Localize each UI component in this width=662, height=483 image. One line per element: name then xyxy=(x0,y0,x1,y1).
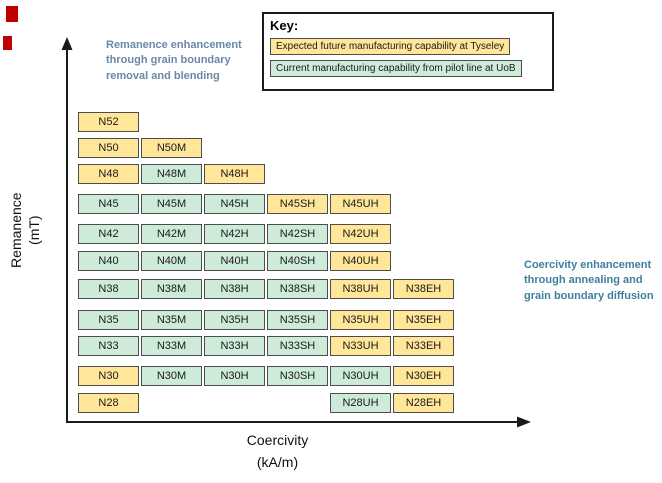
grade-box-n33uh: N33UH xyxy=(330,336,391,356)
legend-item-current: Current manufacturing capability from pi… xyxy=(270,60,522,77)
grade-box-n38: N38 xyxy=(78,279,139,299)
grade-box-n35h: N35H xyxy=(204,310,265,330)
grade-box-n30eh: N30EH xyxy=(393,366,454,386)
grade-box-n38uh: N38UH xyxy=(330,279,391,299)
grade-box-n35eh: N35EH xyxy=(393,310,454,330)
grade-box-n40uh: N40UH xyxy=(330,251,391,271)
legend: Key: Expected future manufacturing capab… xyxy=(262,12,554,91)
grade-box-n42: N42 xyxy=(78,224,139,244)
grade-box-n35m: N35M xyxy=(141,310,202,330)
remanence-annotation: Remanence enhancement through grain boun… xyxy=(106,39,242,82)
grade-box-n40sh: N40SH xyxy=(267,251,328,271)
grade-box-n30m: N30M xyxy=(141,366,202,386)
grade-box-n30h: N30H xyxy=(204,366,265,386)
legend-item-future: Expected future manufacturing capability… xyxy=(270,38,511,55)
grade-box-n35sh: N35SH xyxy=(267,310,328,330)
grade-box-n28uh: N28UH xyxy=(330,393,391,413)
grade-box-n33h: N33H xyxy=(204,336,265,356)
grade-box-n30sh: N30SH xyxy=(267,366,328,386)
grade-box-n30uh: N30UH xyxy=(330,366,391,386)
grade-box-n42sh: N42SH xyxy=(267,224,328,244)
grade-box-n33sh: N33SH xyxy=(267,336,328,356)
grade-box-n33m: N33M xyxy=(141,336,202,356)
grade-box-n48h: N48H xyxy=(204,164,265,184)
grade-box-n48: N48 xyxy=(78,164,139,184)
grade-box-n35: N35 xyxy=(78,310,139,330)
grade-box-n45sh: N45SH xyxy=(267,194,328,214)
grade-box-n50m: N50M xyxy=(141,138,202,158)
grade-box-n38sh: N38SH xyxy=(267,279,328,299)
grade-box-n42h: N42H xyxy=(204,224,265,244)
grade-box-n45h: N45H xyxy=(204,194,265,214)
grade-box-n40h: N40H xyxy=(204,251,265,271)
legend-title: Key: xyxy=(270,18,299,33)
grade-box-n52: N52 xyxy=(78,112,139,132)
grade-box-n40: N40 xyxy=(78,251,139,271)
x-axis-label: Coercivity (kA/m) xyxy=(200,430,355,473)
grade-box-n30: N30 xyxy=(78,366,139,386)
red-artifact-mark-2 xyxy=(3,36,12,50)
grade-box-n42m: N42M xyxy=(141,224,202,244)
grade-box-n28eh: N28EH xyxy=(393,393,454,413)
x-axis-title: Coercivity xyxy=(246,432,309,448)
grade-box-n33eh: N33EH xyxy=(393,336,454,356)
grade-box-n38eh: N38EH xyxy=(393,279,454,299)
red-artifact-mark-1 xyxy=(6,6,18,22)
coercivity-annotation: Coercivity enhancement through annealing… xyxy=(524,259,654,302)
grade-box-n42uh: N42UH xyxy=(330,224,391,244)
grade-box-n45uh: N45UH xyxy=(330,194,391,214)
grade-box-n35uh: N35UH xyxy=(330,310,391,330)
grade-box-n40m: N40M xyxy=(141,251,202,271)
grade-box-n50: N50 xyxy=(78,138,139,158)
x-axis-unit: (kA/m) xyxy=(256,453,299,470)
grade-box-n48m: N48M xyxy=(141,164,202,184)
grade-box-n45: N45 xyxy=(78,194,139,214)
grade-box-n38h: N38H xyxy=(204,279,265,299)
grade-box-n45m: N45M xyxy=(141,194,202,214)
grade-box-n38m: N38M xyxy=(141,279,202,299)
grade-box-n28: N28 xyxy=(78,393,139,413)
grade-box-n33: N33 xyxy=(78,336,139,356)
